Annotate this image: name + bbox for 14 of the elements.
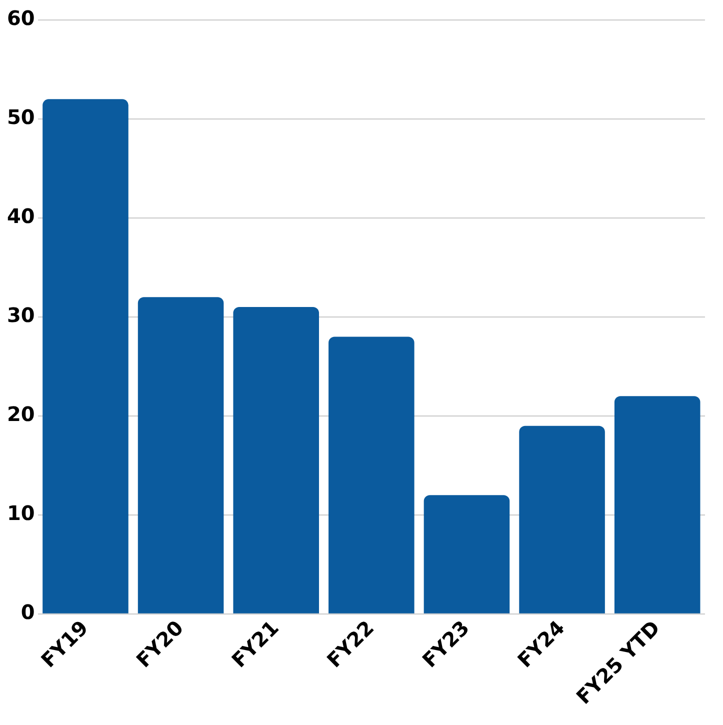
y-tick-label: 10	[6, 501, 35, 526]
bar	[138, 297, 224, 614]
bar	[328, 336, 414, 614]
bar	[424, 495, 510, 614]
y-tick-label: 50	[6, 105, 35, 130]
y-tick-label: 30	[6, 303, 35, 328]
bar	[614, 396, 700, 614]
bar	[233, 307, 319, 614]
bar	[519, 426, 605, 614]
y-tick-label: 0	[20, 600, 35, 624]
y-tick-label: 20	[6, 402, 35, 426]
y-tick-label: 60	[6, 6, 35, 30]
y-tick-label: 40	[6, 204, 35, 228]
bar	[42, 99, 128, 614]
